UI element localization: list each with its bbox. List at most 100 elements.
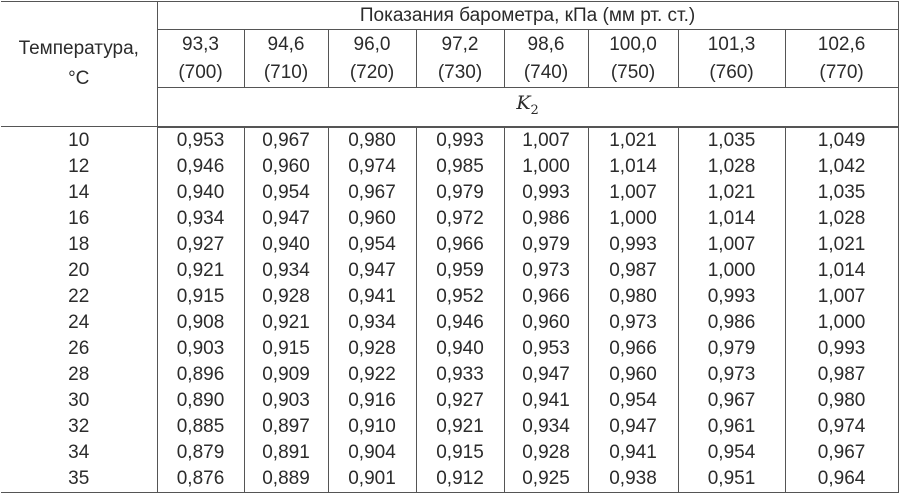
pressure-mmhg: (700)	[178, 61, 223, 83]
coefficient-cell: 0,915	[415, 439, 505, 466]
coefficient-cell: 1,000	[677, 257, 786, 284]
coefficient-cell: 0,909	[243, 361, 329, 388]
coefficient-cell: 0,993	[503, 179, 589, 206]
temperature-cell: 14	[1, 179, 158, 206]
coefficient-cell: 1,021	[784, 231, 899, 258]
coefficient-cell: 0,973	[587, 309, 679, 336]
coefficient-cell: 0,964	[784, 465, 899, 493]
coefficient-cell: 0,904	[327, 439, 417, 466]
pressure-kpa: 94,6	[267, 33, 305, 55]
coefficient-cell: 0,993	[415, 126, 505, 154]
coefficient-cell: 0,891	[243, 439, 329, 466]
coefficient-cell: 0,934	[243, 257, 329, 284]
coefficient-cell: 0,993	[784, 335, 899, 362]
temperature-cell: 34	[1, 439, 158, 466]
coefficient-cell: 0,974	[327, 153, 417, 180]
coefficient-cell: 1,000	[587, 205, 679, 232]
pressure-mmhg: (720)	[349, 61, 395, 83]
table-row: 35 0,876 0,889 0,901 0,912 0,925 0,938 0,951 0,9…	[1, 465, 899, 493]
temperature-cell: 28	[1, 361, 158, 388]
coefficient-cell: 0,912	[415, 465, 505, 493]
coefficient-cell: 0,973	[677, 361, 786, 388]
coefficient-cell: 0,960	[503, 309, 589, 336]
coefficient-cell: 0,961	[677, 413, 786, 440]
coefficient-cell: 1,014	[784, 257, 899, 284]
coefficient-cell: 1,000	[784, 309, 899, 336]
coefficient-cell: 0,915	[156, 283, 245, 310]
coefficient-cell: 0,941	[327, 283, 417, 310]
coefficient-cell: 0,928	[503, 439, 589, 466]
coefficient-cell: 0,910	[327, 413, 417, 440]
coefficient-cell: 0,966	[503, 283, 589, 310]
coefficient-cell: 0,928	[327, 335, 417, 362]
coefficient-cell: 1,000	[503, 153, 589, 180]
coefficient-cell: 0,938	[587, 465, 679, 493]
coefficient-cell: 0,967	[243, 126, 329, 154]
coefficient-cell: 1,035	[784, 179, 899, 206]
coefficient-cell: 0,967	[677, 387, 786, 414]
temperature-cell: 32	[1, 413, 158, 440]
table-row: 30 0,890 0,903 0,916 0,927 0,941 0,954 0,967 0,9…	[1, 387, 899, 414]
coefficient-cell: 0,885	[156, 413, 245, 440]
coefficient-cell: 0,967	[784, 439, 899, 466]
temperature-cell: 12	[1, 153, 158, 180]
pressure-mmhg: (710)	[263, 61, 309, 83]
pressure-column-header: 101,3 (760)	[677, 29, 786, 88]
coefficient-cell: 0,940	[415, 335, 505, 362]
pressure-kpa: 100,0	[609, 33, 657, 55]
coefficient-cell: 0,947	[503, 361, 589, 388]
coefficient-cell: 0,993	[587, 231, 679, 258]
coefficient-cell: 0,987	[784, 361, 899, 388]
coefficient-cell: 0,993	[677, 283, 786, 310]
coefficient-cell: 0,876	[156, 465, 245, 493]
pressure-column-header: 100,0 (750)	[587, 29, 679, 88]
coefficient-cell: 0,896	[156, 361, 245, 388]
coefficient-cell: 0,960	[243, 153, 329, 180]
coefficient-cell: 0,927	[156, 231, 245, 258]
coefficient-cell: 0,960	[587, 361, 679, 388]
temperature-header-line1: Температура,	[18, 38, 139, 60]
coefficient-cell: 0,980	[784, 387, 899, 414]
coefficient-cell: 0,952	[415, 283, 505, 310]
coefficient-cell: 0,979	[677, 335, 786, 362]
temperature-cell: 35	[1, 465, 158, 493]
temperature-cell: 30	[1, 387, 158, 414]
coefficient-cell: 0,947	[587, 413, 679, 440]
coefficient-cell: 0,954	[677, 439, 786, 466]
table-row: 12 0,946 0,960 0,974 0,985 1,000 1,014 1,028 1,0…	[1, 153, 899, 180]
temperature-cell: 20	[1, 257, 158, 284]
pressure-mmhg: (760)	[709, 61, 754, 83]
coefficient-cell: 0,966	[587, 335, 679, 362]
coefficient-cell: 0,985	[415, 153, 505, 180]
coefficient-cell: 0,915	[243, 335, 329, 362]
coefficient-cell: 0,946	[156, 153, 245, 180]
coefficient-cell: 0,979	[503, 231, 589, 258]
pressure-values-row: 93,3 (700) 94,6 (710) 96,0 (720) 97,2 (730) 98,6…	[1, 29, 899, 88]
temperature-header: Температура, °С	[1, 0, 158, 128]
pressure-column-header: 97,2 (730)	[415, 29, 505, 88]
coefficient-cell: 0,901	[327, 465, 417, 493]
coefficient-cell: 0,921	[243, 309, 329, 336]
coefficient-cell: 1,007	[677, 231, 786, 258]
coefficient-cell: 0,879	[156, 439, 245, 466]
coefficient-cell: 0,972	[415, 205, 505, 232]
table-row: 28 0,896 0,909 0,922 0,933 0,947 0,960 0,973 0,9…	[1, 361, 899, 388]
coefficient-cell: 0,960	[327, 205, 417, 232]
table-row: 22 0,915 0,928 0,941 0,952 0,966 0,980 0,993 1,0…	[1, 283, 899, 310]
coefficient-cell: 0,979	[415, 179, 505, 206]
coefficient-cell: 0,987	[587, 257, 679, 284]
table-body: 10 0,953 0,967 0,980 0,993 1,007 1,021 1,035 1,0…	[1, 126, 899, 493]
pressure-kpa: 93,3	[182, 33, 219, 55]
table-row: 26 0,903 0,915 0,928 0,940 0,953 0,966 0,979 0,9…	[1, 335, 899, 362]
coefficient-cell: 0,940	[156, 179, 245, 206]
coefficient-cell: 0,933	[415, 361, 505, 388]
coefficient-cell: 0,953	[156, 126, 245, 154]
coefficient-cell: 0,954	[587, 387, 679, 414]
coefficient-cell: 0,954	[327, 231, 417, 258]
pressure-column-header: 102,6 (770)	[784, 29, 899, 88]
coefficient-cell: 0,921	[415, 413, 505, 440]
coefficient-cell: 1,007	[784, 283, 899, 310]
temperature-cell: 24	[1, 309, 158, 336]
pressure-kpa: 96,0	[353, 33, 391, 55]
